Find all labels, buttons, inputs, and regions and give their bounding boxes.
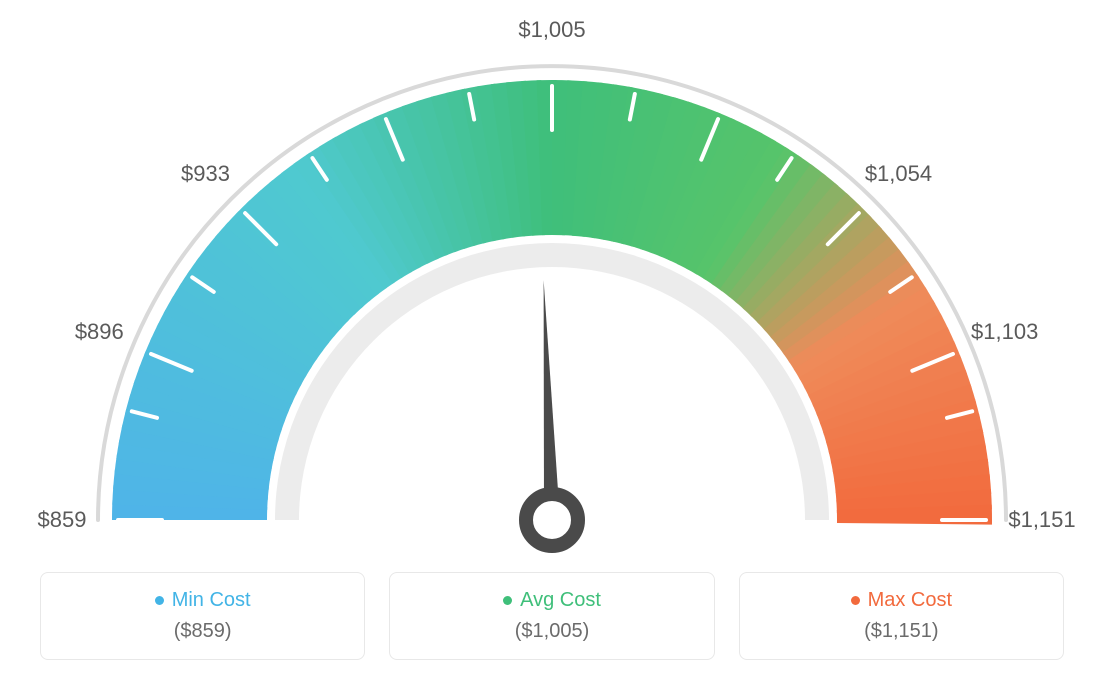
legend-label-max: Max Cost: [752, 589, 1051, 612]
legend-value-avg: ($1,005): [402, 620, 701, 643]
legend-card-avg: Avg Cost ($1,005): [389, 572, 714, 660]
legend-dot-max: [851, 596, 860, 605]
legend-label-min-text: Min Cost: [172, 589, 251, 612]
legend-dot-min: [155, 596, 164, 605]
gauge-svg: [0, 0, 1104, 560]
legend-card-max: Max Cost ($1,151): [739, 572, 1064, 660]
legend-value-max: ($1,151): [752, 620, 1051, 643]
legend-label-min: Min Cost: [53, 589, 352, 612]
gauge-tick-label: $1,005: [518, 17, 585, 43]
gauge-tick-label: $896: [75, 319, 124, 345]
legend-row: Min Cost ($859) Avg Cost ($1,005) Max Co…: [40, 572, 1064, 660]
gauge-chart: $859 $896 $933 $1,005 $1,054 $1,103 $1,151: [0, 0, 1104, 560]
cost-gauge-container: $859 $896 $933 $1,005 $1,054 $1,103 $1,151 Min…: [0, 0, 1104, 690]
gauge-tick-label: $1,103: [971, 319, 1038, 345]
legend-card-min: Min Cost ($859): [40, 572, 365, 660]
legend-label-avg-text: Avg Cost: [520, 589, 601, 612]
legend-label-avg: Avg Cost: [402, 589, 701, 612]
gauge-tick-label: $933: [181, 161, 230, 187]
gauge-tick-label: $1,151: [1008, 507, 1075, 533]
gauge-tick-label: $1,054: [865, 161, 932, 187]
legend-dot-avg: [503, 596, 512, 605]
legend-value-min: ($859): [53, 620, 352, 643]
legend-label-max-text: Max Cost: [868, 589, 952, 612]
gauge-tick-label: $859: [38, 507, 87, 533]
